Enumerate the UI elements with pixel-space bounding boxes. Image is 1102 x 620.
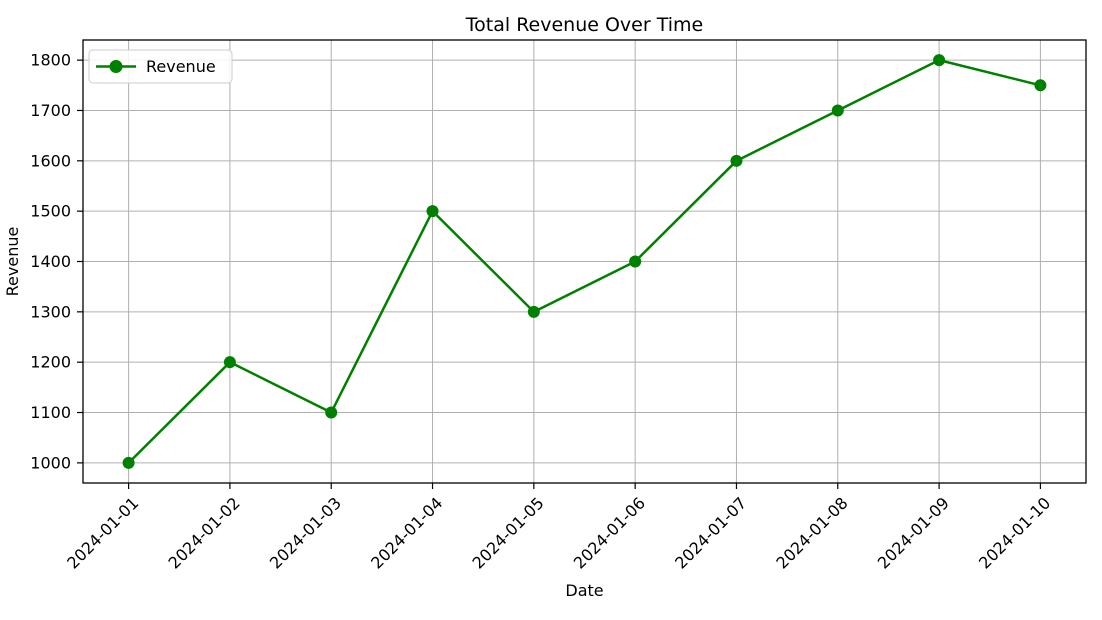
y-tick-label: 1100: [30, 403, 71, 422]
legend-box: [88, 49, 233, 84]
x-axis-label: Date: [565, 581, 603, 600]
x-tick-label: 2024-01-07: [671, 493, 750, 572]
x-tick-label: 2024-01-06: [570, 493, 649, 572]
x-tick-label: 2024-01-09: [874, 493, 953, 572]
y-tick-label: 1000: [30, 453, 71, 472]
data-point: [426, 205, 439, 218]
data-point: [831, 104, 844, 117]
y-tick-label: 1800: [30, 51, 71, 70]
x-tick-label: 2024-01-08: [772, 493, 851, 572]
data-point: [325, 406, 338, 419]
x-tick-label: 2024-01-03: [266, 493, 345, 572]
y-tick-label: 1700: [30, 101, 71, 120]
line-series-revenue: [127, 58, 1041, 464]
data-point: [223, 356, 236, 369]
data-point: [527, 305, 540, 318]
x-tick-label: 2024-01-02: [165, 493, 244, 572]
y-tick-label: 1300: [30, 302, 71, 321]
y-tick-label: 1600: [30, 151, 71, 170]
legend-marker: [109, 60, 123, 73]
data-point: [122, 456, 135, 469]
data-point: [730, 154, 743, 167]
y-tick-label: 1200: [30, 353, 71, 372]
x-tick-label: 2024-01-01: [63, 493, 142, 572]
chart-title: Total Revenue Over Time: [465, 14, 703, 36]
data-point: [1034, 79, 1047, 92]
grid: [83, 40, 1086, 483]
y-tick-label: 1500: [30, 202, 71, 221]
data-point: [933, 54, 946, 67]
legend: Revenue: [88, 49, 233, 84]
x-tick-label: 2024-01-10: [975, 493, 1054, 572]
data-point: [629, 255, 642, 268]
y-tick-label: 1400: [30, 252, 71, 271]
x-tick-label: 2024-01-04: [367, 493, 446, 572]
legend-label: Revenue: [146, 57, 216, 76]
tick-marks: [77, 59, 1042, 489]
x-tick-label: 2024-01-05: [468, 493, 547, 572]
y-axis-label: Revenue: [3, 227, 22, 297]
